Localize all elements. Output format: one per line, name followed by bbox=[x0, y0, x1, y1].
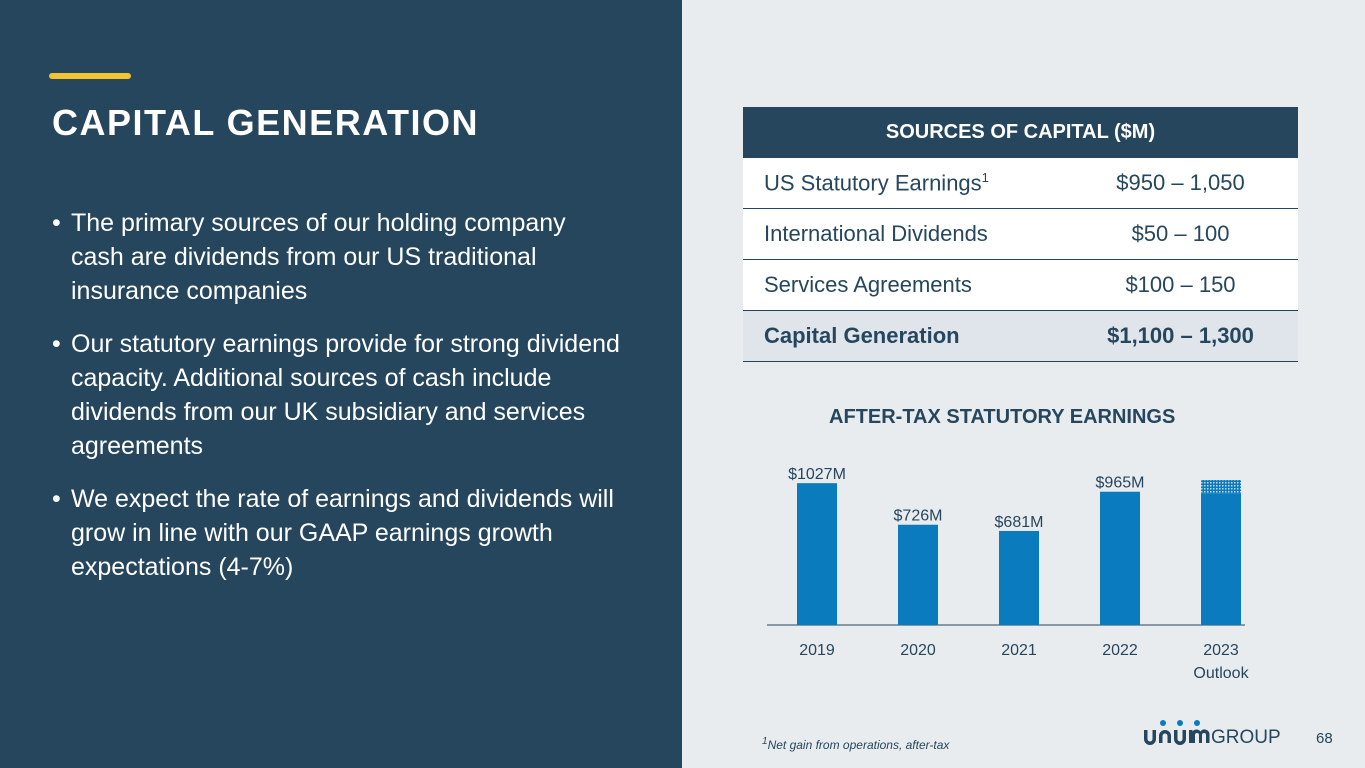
sources-of-capital-table: SOURCES OF CAPITAL ($M) US Statutory Ear… bbox=[743, 107, 1298, 362]
row-label: Services Agreements bbox=[764, 272, 972, 297]
earnings-bar-chart: $1027M 2019 $726M 2020 $681M 2021 $965M 2022 202… bbox=[767, 466, 1250, 682]
x-tick-label: Outlook bbox=[1193, 665, 1249, 682]
table-row: International Dividends $50 – 100 bbox=[743, 209, 1298, 260]
x-tick-label: 2019 bbox=[799, 642, 835, 659]
row-label: International Dividends bbox=[764, 221, 988, 246]
table-row: US Statutory Earnings1 $950 – 1,050 bbox=[743, 158, 1298, 209]
bullet-text: The primary sources of our holding compa… bbox=[71, 209, 566, 305]
page-number: 68 bbox=[1316, 730, 1333, 747]
x-tick-label: 2022 bbox=[1102, 642, 1138, 659]
bullet-list: • The primary sources of our holding comp… bbox=[52, 206, 622, 603]
bullet-dot: • bbox=[52, 485, 61, 513]
bullet-dot: • bbox=[52, 209, 61, 237]
right-panel: SOURCES OF CAPITAL ($M) US Statutory Ear… bbox=[682, 0, 1365, 768]
bar-2023 bbox=[1201, 493, 1241, 625]
footnote-marker: 1 bbox=[762, 736, 768, 747]
bar-2021 bbox=[999, 530, 1039, 625]
accent-bar bbox=[49, 73, 131, 79]
left-panel: CAPITAL GENERATION • The primary sources … bbox=[0, 0, 682, 768]
bar-2020 bbox=[898, 524, 938, 625]
row-label: Capital Generation bbox=[764, 323, 960, 348]
bullet-dot: • bbox=[52, 330, 61, 358]
chart-title: AFTER-TAX STATUTORY EARNINGS bbox=[829, 406, 1176, 428]
data-label: $681M bbox=[995, 514, 1044, 531]
footnote-marker: 1 bbox=[981, 169, 989, 185]
outlook-range-band bbox=[1201, 480, 1241, 494]
row-value: $950 – 1,050 bbox=[1116, 170, 1245, 195]
x-tick-label: 2020 bbox=[900, 642, 936, 659]
data-label: $965M bbox=[1096, 475, 1145, 492]
x-tick-label: 2023 bbox=[1203, 642, 1239, 659]
data-label: $1027M bbox=[788, 466, 846, 483]
bullet-text: Our statutory earnings provide for stron… bbox=[71, 330, 620, 460]
x-tick-label: 2021 bbox=[1001, 642, 1037, 659]
table-row: Services Agreements $100 – 150 bbox=[743, 260, 1298, 311]
table-header: SOURCES OF CAPITAL ($M) bbox=[743, 107, 1298, 158]
bullet-item: • Our statutory earnings provide for stro… bbox=[52, 327, 622, 463]
data-label: $726M bbox=[894, 508, 943, 525]
bar-2022 bbox=[1100, 491, 1140, 625]
footnote-text: Net gain from operations, after-tax bbox=[767, 738, 950, 752]
bullet-item: • We expect the rate of earnings and divi… bbox=[52, 482, 622, 584]
row-label: US Statutory Earnings1 bbox=[743, 170, 1063, 196]
unum-group-logo: GROUP bbox=[1144, 720, 1281, 748]
page-title: CAPITAL GENERATION bbox=[52, 102, 480, 143]
svg-text:GROUP: GROUP bbox=[1211, 727, 1281, 748]
table-row-total: Capital Generation $1,100 – 1,300 bbox=[743, 311, 1298, 362]
bullet-item: • The primary sources of our holding comp… bbox=[52, 206, 622, 308]
row-value: $50 – 100 bbox=[1131, 221, 1230, 246]
row-label-text: US Statutory Earnings bbox=[764, 170, 982, 196]
row-value: $1,100 – 1,300 bbox=[1107, 323, 1254, 348]
footnote: 1Net gain from operations, after-tax bbox=[762, 736, 949, 752]
row-value: $100 – 150 bbox=[1125, 272, 1236, 297]
bar-2019 bbox=[797, 483, 837, 625]
bullet-text: We expect the rate of earnings and divid… bbox=[71, 485, 614, 581]
